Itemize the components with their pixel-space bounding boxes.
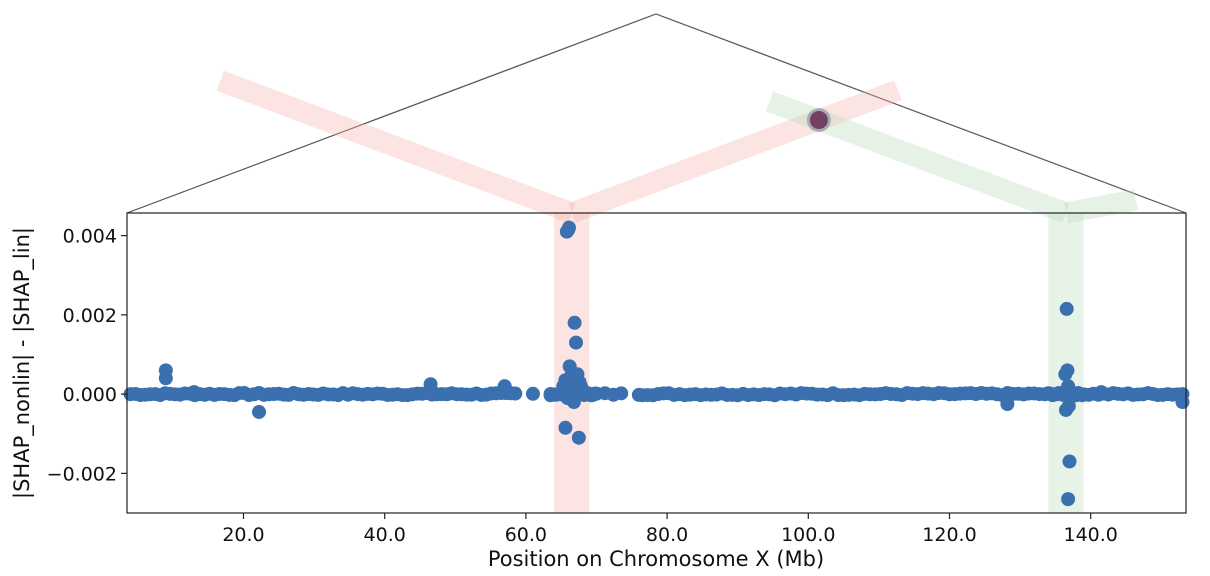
y-axis: −0.002 0.000 0.002 0.004 xyxy=(47,226,127,485)
interaction-point-marker xyxy=(809,111,828,130)
triangle-bands xyxy=(216,70,1138,224)
scatter-point xyxy=(561,222,576,237)
axes-frame xyxy=(126,212,1187,514)
scatter-point xyxy=(158,371,173,386)
scatter-point xyxy=(1062,454,1077,469)
scatter-point xyxy=(566,395,581,410)
scatter-point xyxy=(1061,398,1076,413)
scatter-point xyxy=(1094,385,1109,400)
y-tick-label: 0.004 xyxy=(63,226,117,248)
x-axis-label: Position on Chromosome X (Mb) xyxy=(488,547,824,571)
scatter-points xyxy=(123,220,1190,507)
scatter-point xyxy=(1000,397,1015,412)
scatter-point xyxy=(252,404,267,419)
scatter-point xyxy=(1061,492,1076,507)
scatter-point xyxy=(558,420,573,435)
y-axis-label: |SHAP_nonlin| - |SHAP_lin| xyxy=(10,227,35,499)
highlight-bands xyxy=(554,213,1084,513)
x-tick-label: 60.0 xyxy=(505,524,547,546)
x-tick-label: 80.0 xyxy=(646,524,688,546)
scatter-point xyxy=(1175,395,1190,410)
x-tick-label: 100.0 xyxy=(781,524,835,546)
x-tick-label: 20.0 xyxy=(222,524,264,546)
scatter-point xyxy=(187,385,202,400)
scatter-point xyxy=(556,379,571,394)
scatter-point xyxy=(423,377,438,392)
scatter-point xyxy=(525,386,540,401)
scatter-point xyxy=(497,379,512,394)
y-tick-label: 0.002 xyxy=(63,305,117,327)
interaction-point xyxy=(806,108,831,133)
x-axis: 20.0 40.0 60.0 80.0 100.0 120.0 140.0 xyxy=(222,513,1118,546)
triangle-band-1 xyxy=(216,70,576,223)
scatter-point xyxy=(1059,301,1074,316)
x-tick-label: 140.0 xyxy=(1063,524,1117,546)
y-tick-label: 0.000 xyxy=(63,384,117,406)
scatter-point xyxy=(508,386,523,401)
scatter-point xyxy=(573,379,588,394)
scatter-point xyxy=(614,386,629,401)
highlight-band-1 xyxy=(1048,213,1084,513)
triangle-band-0 xyxy=(568,80,902,223)
interaction-triangle xyxy=(126,13,1187,224)
scatter-point xyxy=(571,430,586,445)
x-tick-label: 120.0 xyxy=(922,524,976,546)
scatter-point xyxy=(1058,367,1073,382)
triangle-band-3 xyxy=(1064,189,1138,224)
triangle-outline xyxy=(126,13,1187,214)
x-tick-label: 40.0 xyxy=(364,524,406,546)
scatter-point xyxy=(1061,379,1076,394)
y-tick-label: −0.002 xyxy=(47,463,117,485)
scatter-point xyxy=(567,315,582,330)
scatter-point xyxy=(569,335,584,350)
